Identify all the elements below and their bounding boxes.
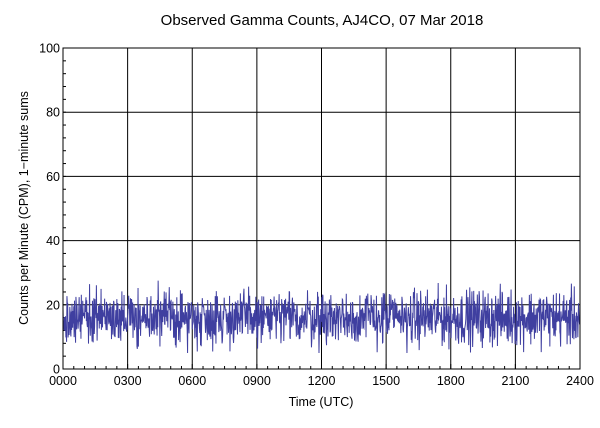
plot-border [62, 47, 581, 370]
data-series [62, 280, 581, 353]
x-tick-label: 2400 [566, 374, 594, 388]
y-tick-label: 40 [46, 234, 60, 248]
x-tick-label: 2100 [501, 374, 529, 388]
y-tick-label: 0 [53, 363, 60, 377]
x-tick-label: 1500 [372, 374, 400, 388]
series-line [62, 280, 581, 353]
x-tick-label: 0300 [114, 374, 142, 388]
x-axis-label: Time (UTC) [289, 395, 354, 409]
y-tick-labels: 0 20 40 60 80 100 [39, 42, 60, 377]
x-tick-label: 1200 [308, 374, 336, 388]
y-axis-label: Counts per Minute (CPM), 1−minute sums [17, 91, 31, 325]
x-tick-label: 1800 [437, 374, 465, 388]
x-tick-label: 0900 [243, 374, 271, 388]
x-tick-label: 0600 [178, 374, 206, 388]
x-tick-labels: 0000 0300 0600 0900 1200 1500 1800 2100 2400 [49, 374, 594, 388]
x-tick-label: 0000 [49, 374, 77, 388]
y-tick-label: 100 [39, 42, 60, 56]
y-tick-label: 60 [46, 170, 60, 184]
y-tick-label: 80 [46, 106, 60, 120]
y-tick-label: 20 [46, 298, 60, 312]
chart-title: Observed Gamma Counts, AJ4CO, 07 Mar 201… [161, 12, 484, 29]
